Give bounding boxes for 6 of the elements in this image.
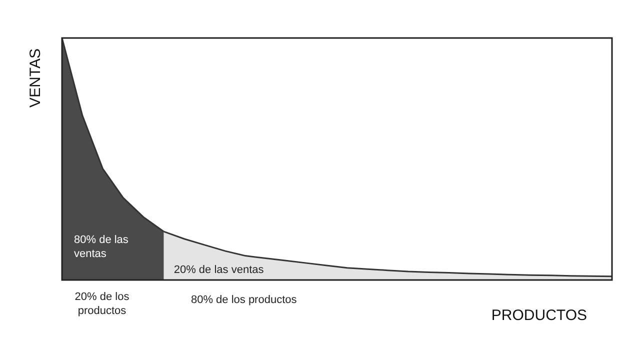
text: 80% de los productos — [190, 294, 298, 306]
annotation: 80% de las ventas — [74, 234, 129, 260]
annotation: 20% de las ventas — [174, 264, 264, 276]
text: 20% de los productos — [74, 291, 130, 318]
x-axis-title: PRODUCTOS — [491, 307, 587, 324]
y-axis-title: VENTAS — [27, 48, 44, 108]
